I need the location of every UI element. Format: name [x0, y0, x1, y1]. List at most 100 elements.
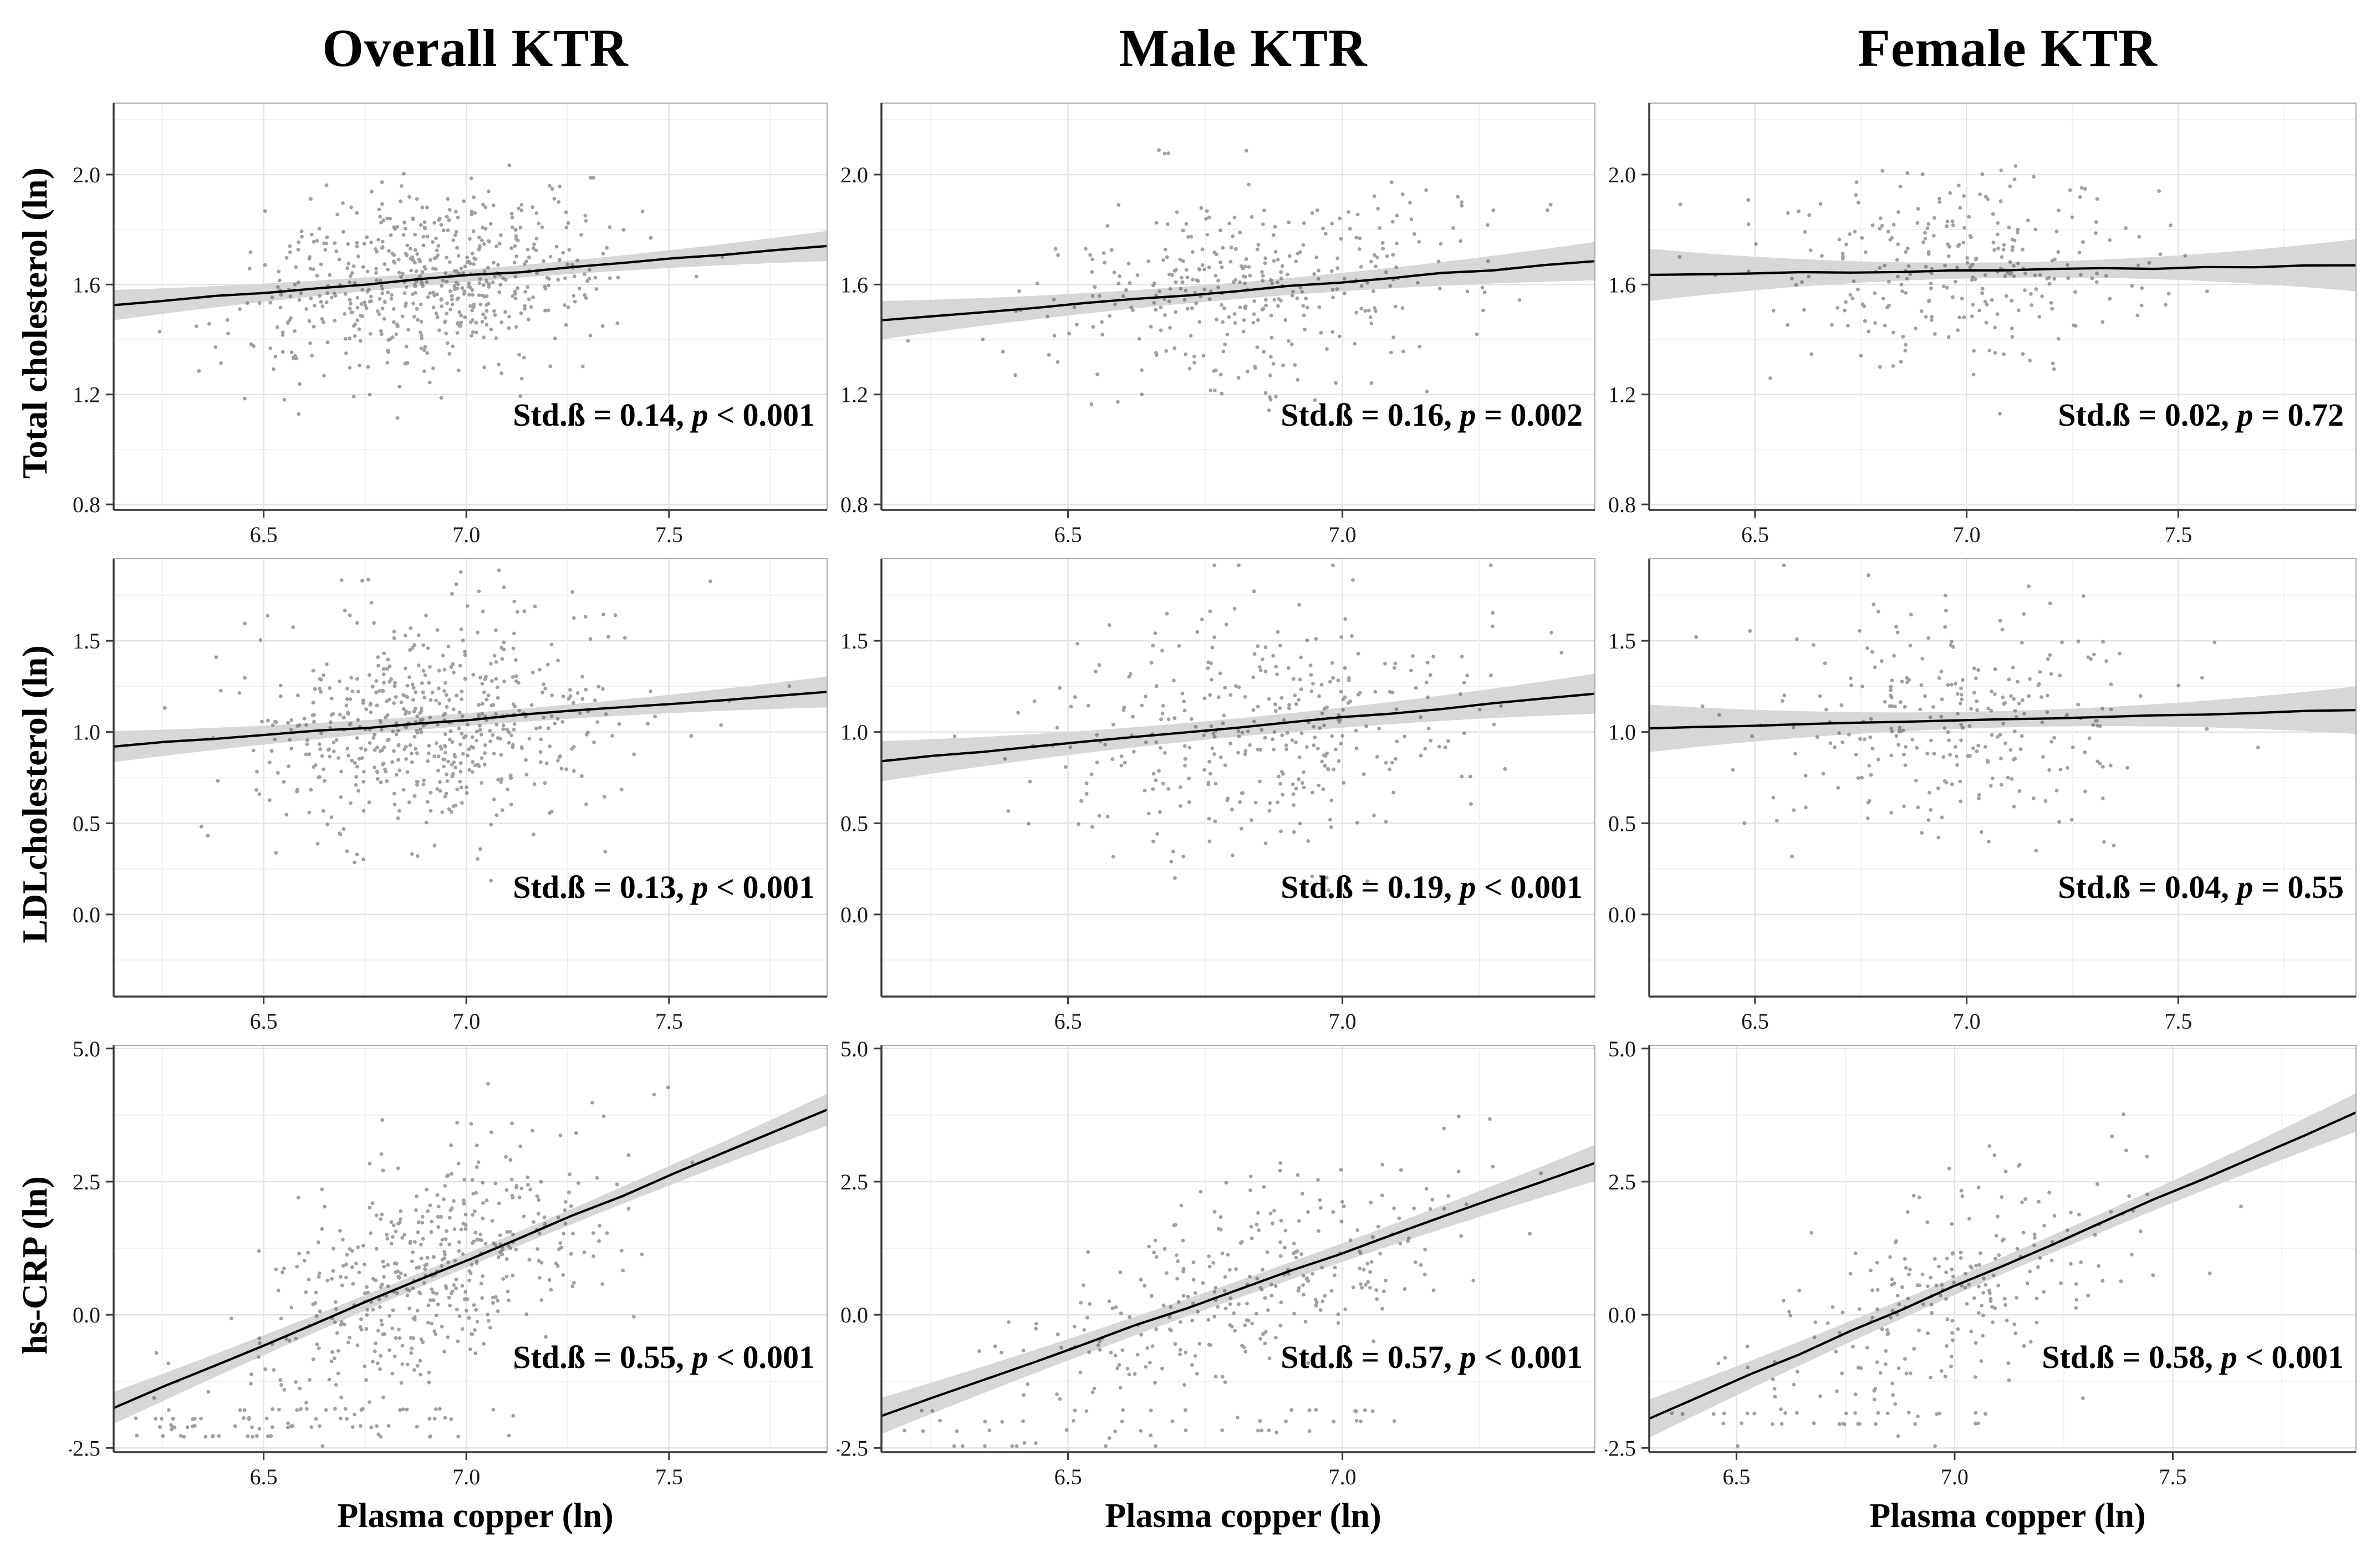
axes [1648, 103, 2356, 511]
svg-text:1.5: 1.5 [1608, 629, 1636, 653]
stats-annotation: Std.ß = 0.57, p < 0.001 [1281, 1339, 1583, 1375]
x-axis-label-male: Plasma copper (ln) [1105, 1497, 1381, 1535]
gridlines [114, 1045, 827, 1452]
stats-annotation: Std.ß = 0.14, p < 0.001 [513, 397, 815, 433]
panel-hscrp-male: -2.5 0.0 2.5 5.0 6.5 7.0 Std.ß = 0.57, p < 0.… [837, 1038, 1605, 1493]
svg-text:6.5: 6.5 [250, 522, 278, 547]
plot-total-male: 0.8 1.2 1.6 2.0 6.5 7.0 [840, 103, 1595, 547]
stats-annotation: Std.ß = 0.13, p < 0.001 [513, 869, 815, 905]
plot-total-overall: 0.8 1.2 1.6 2.0 6.5 7.0 7.5 [73, 103, 828, 547]
axes [113, 1045, 827, 1453]
panel-hscrp-overall: -2.5 0.0 2.5 5.0 6.5 7.0 7.5 Std.ß = 0.55, p <… [69, 1038, 837, 1493]
svg-text:2.5: 2.5 [840, 1169, 868, 1194]
spacer-bottom-left [0, 1493, 69, 1560]
tick-labels: -2.5 0.0 2.5 5.0 6.5 7.0 7.5 [69, 1038, 683, 1489]
y-axis-label-total-cholesterol: Total cholesterol (ln) [14, 167, 54, 479]
panel-hscrp-female: -2.5 0.0 2.5 5.0 6.5 7.0 7.5 Std.ß = 0.58, p <… [1605, 1038, 2366, 1493]
axes [880, 103, 1595, 511]
scatter-points [902, 1114, 1543, 1448]
tick-labels: 0.0 0.5 1.0 1.5 6.5 7.0 7.5 [73, 629, 683, 1034]
svg-text:1.2: 1.2 [840, 382, 868, 407]
column-title-female: Female KTR [1605, 0, 2366, 95]
spacer-top-left [0, 0, 69, 95]
svg-text:1.2: 1.2 [73, 382, 100, 407]
axes [880, 1045, 1595, 1453]
svg-text:7.0: 7.0 [1953, 522, 1981, 547]
svg-text:7.0: 7.0 [452, 522, 480, 547]
svg-text:0.5: 0.5 [73, 811, 100, 836]
svg-text:7.5: 7.5 [655, 1464, 683, 1489]
svg-text:6.5: 6.5 [250, 1464, 278, 1489]
svg-text:7.0: 7.0 [1329, 1009, 1357, 1034]
gridlines [881, 1045, 1595, 1452]
svg-text:5.0: 5.0 [840, 1038, 868, 1061]
tick-labels: 0.8 1.2 1.6 2.0 6.5 7.0 7.5 [1608, 162, 2192, 547]
tick-labels: 0.0 0.5 1.0 1.5 6.5 7.0 7.5 [1608, 629, 2192, 1034]
column-title-overall: Overall KTR [69, 0, 837, 95]
plot-ldl-overall: 0.0 0.5 1.0 1.5 6.5 7.0 7.5 [73, 558, 828, 1034]
svg-text:1.0: 1.0 [1608, 720, 1636, 745]
panel-total-female: 0.8 1.2 1.6 2.0 6.5 7.0 7.5 Std.ß = 0.02, p = … [1605, 95, 2366, 551]
svg-text:6.5: 6.5 [1741, 522, 1769, 547]
stats-annotation: Std.ß = 0.16, p = 0.002 [1281, 397, 1583, 433]
svg-text:1.0: 1.0 [840, 720, 868, 745]
svg-text:7.0: 7.0 [1329, 1464, 1357, 1489]
tick-labels: 0.8 1.2 1.6 2.0 6.5 7.0 7.5 [73, 162, 683, 547]
y-axis-label-ldl-cholesterol: LDLcholesterol (ln) [14, 645, 54, 943]
axes [1648, 559, 2356, 998]
svg-text:7.5: 7.5 [2164, 522, 2192, 547]
svg-text:0.0: 0.0 [1608, 902, 1636, 927]
svg-text:7.5: 7.5 [2164, 1009, 2192, 1034]
svg-text:0.0: 0.0 [840, 902, 868, 927]
regression-line [1649, 1111, 2356, 1420]
tick-labels: 0.8 1.2 1.6 2.0 6.5 7.0 [840, 162, 1357, 547]
scatter-points [1677, 164, 2209, 416]
svg-text:2.5: 2.5 [73, 1169, 100, 1194]
svg-text:1.5: 1.5 [73, 629, 100, 653]
svg-text:7.0: 7.0 [1329, 522, 1357, 547]
svg-text:6.5: 6.5 [1722, 1464, 1750, 1489]
plot-ldl-female: 0.0 0.5 1.0 1.5 6.5 7.0 7.5 [1608, 558, 2357, 1034]
panel-total-overall: 0.8 1.2 1.6 2.0 6.5 7.0 7.5 Std.ß = 0.14, p < … [69, 95, 837, 551]
svg-text:7.0: 7.0 [452, 1464, 480, 1489]
gridlines [881, 103, 1595, 510]
svg-text:6.5: 6.5 [1054, 522, 1082, 547]
svg-text:6.5: 6.5 [1741, 1009, 1769, 1034]
stats-annotation: Std.ß = 0.58, p < 0.001 [2042, 1339, 2344, 1375]
axes [1648, 1045, 2356, 1453]
plot-hscrp-female: -2.5 0.0 2.5 5.0 6.5 7.0 7.5 [1605, 1038, 2357, 1489]
svg-text:0.8: 0.8 [1608, 492, 1636, 517]
regression-line [1649, 709, 2356, 730]
panel-ldl-overall: 0.0 0.5 1.0 1.5 6.5 7.0 7.5 Std.ß = 0.13, p < … [69, 551, 837, 1038]
gridlines [114, 559, 827, 997]
svg-text:2.5: 2.5 [1608, 1169, 1636, 1194]
svg-text:2.0: 2.0 [1608, 162, 1636, 187]
svg-text:2.0: 2.0 [73, 162, 100, 187]
regression-line [114, 1109, 827, 1409]
regression-line [1649, 264, 2356, 277]
column-title-female-text: Female KTR [1858, 18, 2158, 78]
svg-text:7.0: 7.0 [1941, 1464, 1969, 1489]
scatter-points [1670, 1112, 2243, 1448]
tick-labels: 0.0 0.5 1.0 1.5 6.5 7.0 [840, 629, 1357, 1034]
column-title-male-text: Male KTR [1119, 18, 1368, 78]
svg-text:-2.5: -2.5 [69, 1436, 100, 1460]
svg-text:1.2: 1.2 [1608, 382, 1636, 407]
svg-text:0.8: 0.8 [73, 492, 100, 517]
stats-annotation: Std.ß = 0.55, p < 0.001 [513, 1339, 815, 1375]
svg-text:1.6: 1.6 [73, 272, 100, 297]
panel-total-male: 0.8 1.2 1.6 2.0 6.5 7.0 Std.ß = 0.16, p = 0.0… [837, 95, 1605, 551]
svg-text:-2.5: -2.5 [837, 1436, 868, 1460]
stats-annotation: Std.ß = 0.02, p = 0.72 [2058, 397, 2344, 433]
panel-ldl-male: 0.0 0.5 1.0 1.5 6.5 7.0 Std.ß = 0.19, p < 0.0… [837, 551, 1605, 1038]
svg-text:0.5: 0.5 [1608, 811, 1636, 836]
regression-line [881, 692, 1595, 763]
svg-text:6.5: 6.5 [1054, 1009, 1082, 1034]
gridlines [1649, 1045, 2356, 1452]
svg-text:-2.5: -2.5 [1605, 1436, 1636, 1460]
svg-text:5.0: 5.0 [1608, 1038, 1636, 1061]
svg-text:7.5: 7.5 [655, 1009, 683, 1034]
plot-hscrp-overall: -2.5 0.0 2.5 5.0 6.5 7.0 7.5 [69, 1038, 828, 1489]
regression-line [881, 260, 1595, 321]
